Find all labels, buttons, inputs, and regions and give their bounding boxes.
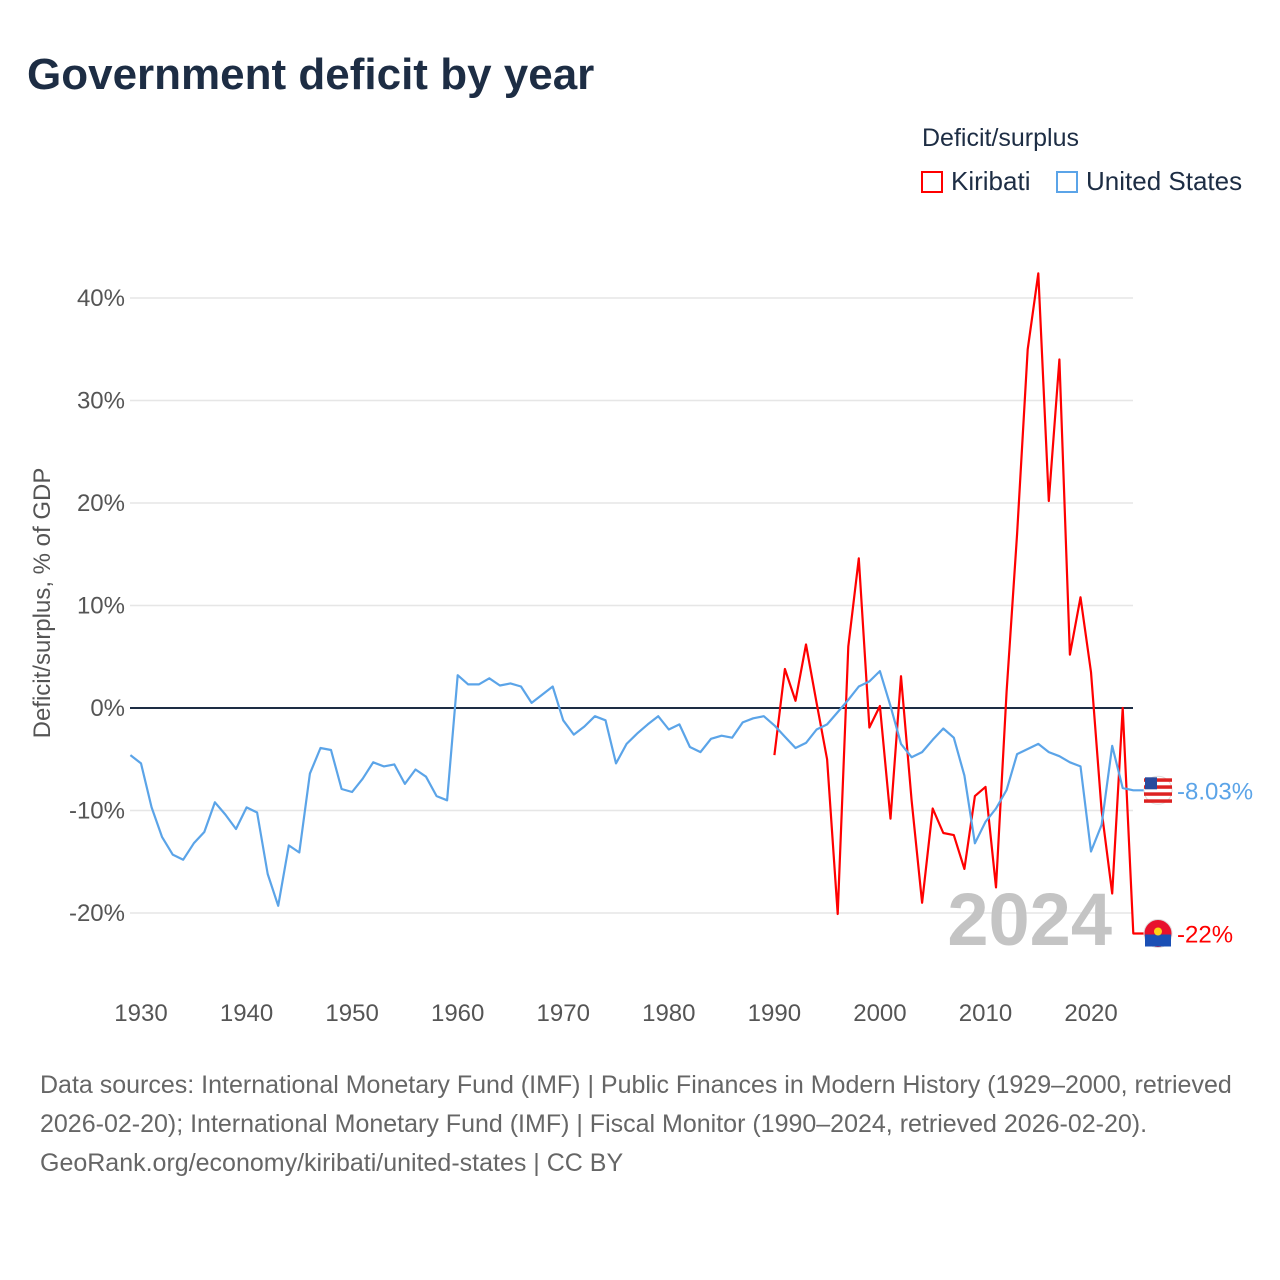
y-tick-label: -10% [69, 798, 125, 825]
y-tick-label: -20% [69, 900, 125, 927]
y-tick-label: 10% [77, 593, 125, 620]
footer: Data sources: International Monetary Fun… [40, 1066, 1240, 1183]
year-watermark: 2024 [947, 878, 1112, 961]
data-sources: Data sources: International Monetary Fun… [40, 1071, 1232, 1138]
chart-title: Government deficit by year [27, 50, 595, 99]
x-tick-label: 1970 [537, 1000, 590, 1027]
y-axis-label: Deficit/surplus, % of GDP [29, 468, 56, 739]
legend-title: Deficit/surplus [922, 124, 1079, 152]
y-tick-label: 20% [77, 490, 125, 517]
flag-icon-united-states [1143, 775, 1173, 805]
legend-swatch-united-states [1056, 170, 1078, 193]
x-tick-label: 1940 [220, 1000, 273, 1027]
legend-item-kiribati[interactable]: Kiribati [921, 166, 1030, 197]
x-tick-label: 1930 [114, 1000, 167, 1027]
x-tick-label: 2020 [1064, 1000, 1117, 1027]
x-tick-label: 1950 [325, 1000, 378, 1027]
end-label-united-states: -8.03% [1177, 778, 1253, 805]
legend-label: Kiribati [951, 166, 1031, 196]
legend-item-united-states[interactable]: United States [1056, 166, 1242, 197]
x-tick-label: 2010 [959, 1000, 1012, 1027]
series-line-kiribati[interactable] [773, 272, 1146, 935]
source-link[interactable]: GeoRank.org/economy/kiribati/united-stat… [40, 1149, 624, 1177]
x-tick-label: 1980 [642, 1000, 695, 1027]
flag-icon-kiribati [1143, 919, 1173, 948]
y-tick-label: 0% [90, 695, 125, 722]
y-tick-label: 40% [77, 285, 125, 312]
x-tick-label: 2000 [853, 1000, 906, 1027]
chart-area: -20% -10% 0% 10% 20% 30% 40% 1930 1940 1950 1960 19… [29, 272, 1253, 1027]
x-tick-label: 1960 [431, 1000, 484, 1027]
legend-swatch-kiribati [921, 170, 943, 193]
x-tick-label: 1990 [748, 1000, 801, 1027]
y-tick-label: 30% [77, 388, 125, 415]
legend-label: United States [1086, 166, 1243, 196]
series-line-united-states[interactable] [129, 669, 1146, 907]
end-label-kiribati: -22% [1177, 922, 1233, 949]
